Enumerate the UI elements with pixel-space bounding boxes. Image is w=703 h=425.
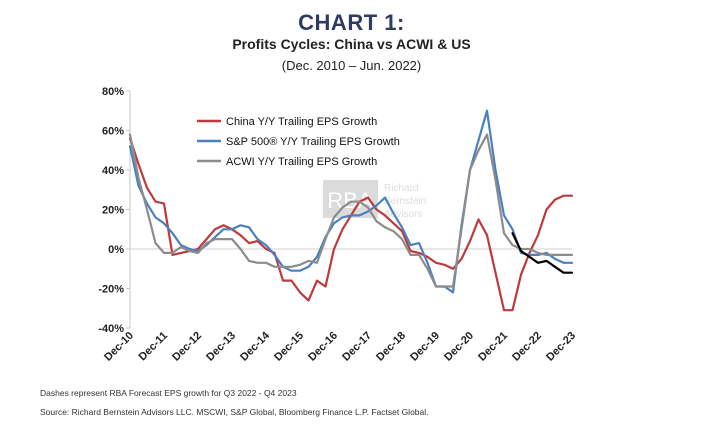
- x-tick-label: Dec-15: [272, 330, 306, 364]
- x-tick-label: Dec-22: [510, 330, 544, 364]
- y-tick-label: -20%: [98, 284, 124, 296]
- legend-label-2: ACWI Y/Y Trailing EPS Growth: [226, 156, 377, 168]
- x-tick-label: Dec-21: [476, 330, 510, 364]
- watermark-name-line2: Bernstein: [384, 196, 426, 207]
- chart-title: CHART 1:: [298, 10, 405, 35]
- x-tick-label: Dec-18: [374, 330, 408, 364]
- y-tick-label: 80%: [102, 86, 124, 98]
- chart-legend: China Y/Y Trailing EPS Growth S&P 500® Y/…: [197, 116, 400, 168]
- x-tick-label: Dec-12: [170, 330, 204, 364]
- legend-label-0: China Y/Y Trailing EPS Growth: [226, 116, 377, 128]
- x-tick-label: Dec-16: [306, 330, 340, 364]
- y-tick-label: 60%: [102, 126, 124, 138]
- series-line-3: [511, 232, 574, 274]
- y-tick-label: 20%: [102, 205, 124, 217]
- series-layer: [128, 109, 574, 312]
- x-tick-label: Dec-20: [442, 330, 476, 364]
- legend-label-1: S&P 500® Y/Y Trailing EPS Growth: [226, 136, 400, 148]
- rba-watermark: RBA Richard Bernstein Advisors: [323, 180, 426, 220]
- source-footnote: Source: Richard Bernstein Advisors LLC. …: [40, 407, 429, 417]
- y-tick-label: 0%: [108, 244, 124, 256]
- y-tick-label: 40%: [102, 165, 124, 177]
- chart-date-range: (Dec. 2010 – Jun. 2022): [281, 58, 422, 73]
- y-tick-label: -40%: [98, 323, 124, 335]
- x-tick-label: Dec-11: [137, 330, 171, 364]
- series-line-2: [128, 133, 574, 288]
- watermark-name-line1: Richard: [384, 183, 418, 194]
- x-tick-label: Dec-14: [238, 329, 273, 364]
- watermark-name-line3: Advisors: [384, 209, 422, 220]
- chart-subtitle: Profits Cycles: China vs ACWI & US: [232, 36, 471, 52]
- x-tick-label: Dec-19: [408, 330, 442, 364]
- x-tick-label: Dec-13: [204, 330, 238, 364]
- x-tick-label: Dec-23: [544, 330, 578, 364]
- forecast-footnote: Dashes represent RBA Forecast EPS growth…: [40, 388, 297, 398]
- watermark-logo-text: RBA: [327, 188, 373, 213]
- line-chart: RBA Richard Bernstein Advisors 80% 60% 40%…: [98, 86, 578, 364]
- x-tick-label: Dec-17: [340, 330, 374, 364]
